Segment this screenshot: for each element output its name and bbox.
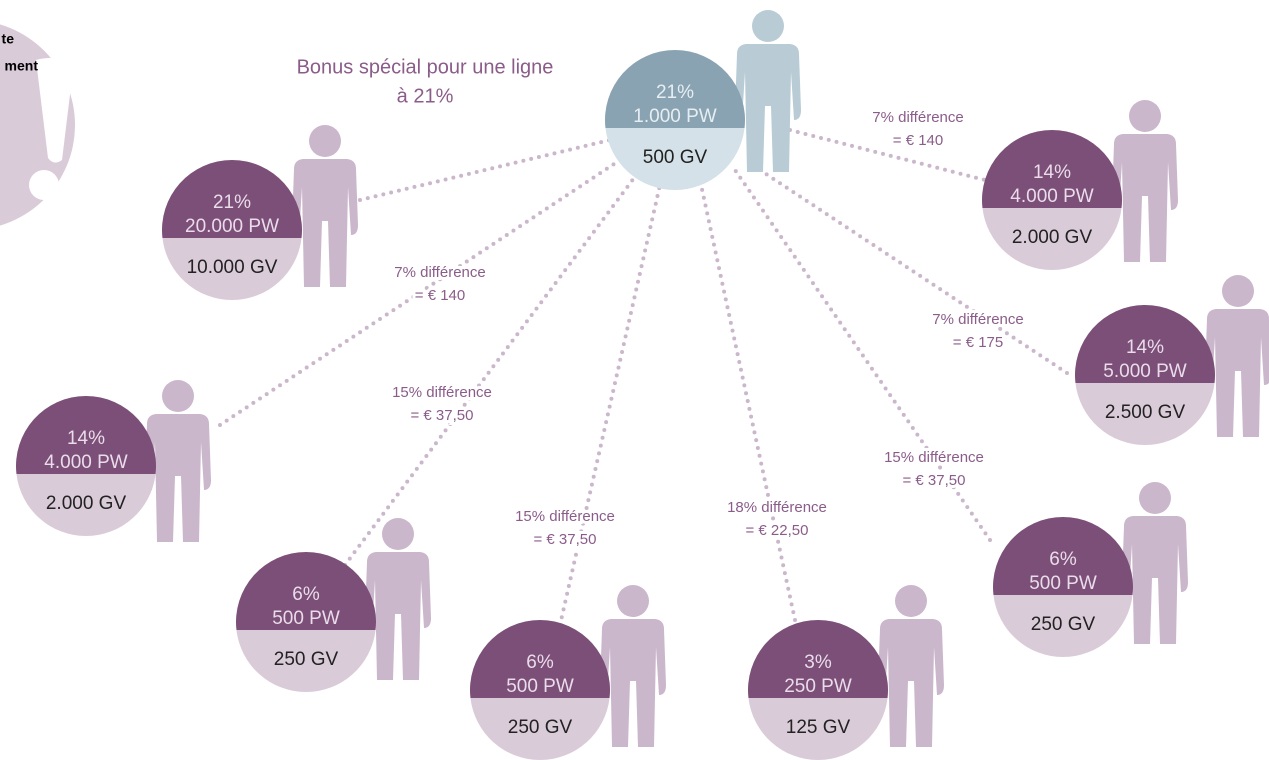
circle-bottom: [982, 208, 1122, 271]
circle-top: [162, 159, 302, 238]
node-gv: 2.000 GV: [1012, 227, 1093, 248]
edge: [558, 183, 662, 627]
person-body: [735, 44, 801, 172]
edge-label: 7% différence: [394, 264, 485, 281]
person-head: [1129, 100, 1161, 132]
node-percent: 6%: [292, 584, 320, 605]
circle-top: [469, 620, 610, 698]
edge-label: 18% différence: [727, 499, 827, 516]
node-percent: 21%: [213, 192, 251, 213]
person-head: [617, 585, 649, 617]
edge-label: = € 140: [415, 287, 465, 304]
person-body: [145, 414, 211, 542]
circle-top: [993, 517, 1134, 595]
circle-top: [1075, 305, 1215, 383]
circle-bottom: [236, 630, 376, 692]
node-gv: 250 GV: [274, 649, 339, 670]
node-gv: 250 GV: [508, 717, 573, 738]
edge-label: = € 140: [893, 132, 943, 149]
person-body: [365, 552, 431, 680]
notice-text: ment: [5, 58, 39, 74]
person-body: [1122, 516, 1188, 644]
circle-top: [605, 50, 745, 128]
circle-top: [16, 396, 156, 474]
edge-label: 7% différence: [872, 109, 963, 126]
person-head: [309, 125, 341, 157]
edge-label: 15% différence: [392, 384, 492, 401]
edge: [358, 138, 612, 202]
person-body: [878, 619, 944, 747]
circle-top: [982, 130, 1122, 208]
node-pw: 4.000 PW: [1010, 186, 1093, 207]
circle-bottom: [993, 595, 1133, 658]
edge-label: 15% différence: [884, 449, 984, 466]
title: Bonus spécial pour une ligne: [297, 56, 554, 78]
edge: [218, 158, 622, 427]
person-head: [895, 585, 927, 617]
circle-bottom: [470, 698, 610, 760]
node-pw: 4.000 PW: [44, 452, 127, 473]
person-head: [162, 380, 194, 412]
circle-top: [748, 620, 888, 698]
node-gv: 2.500 GV: [1105, 402, 1186, 423]
circle-top: [235, 551, 377, 630]
circle-bottom: [748, 698, 888, 760]
person-body: [1205, 309, 1269, 437]
title: à 21%: [397, 85, 454, 107]
node-gv: 125 GV: [786, 717, 851, 738]
node-percent: 6%: [1049, 549, 1077, 570]
node-percent: 14%: [1126, 337, 1164, 358]
circle-bottom: [162, 238, 302, 300]
node-percent: 6%: [526, 652, 554, 673]
node-gv: 10.000 GV: [187, 257, 278, 278]
node-pw: 500 PW: [1029, 573, 1097, 594]
edge: [698, 178, 797, 622]
edge: [733, 168, 992, 542]
node-gv: 500 GV: [643, 147, 708, 168]
exclamation-bar: [36, 57, 74, 163]
person-head: [1222, 275, 1254, 307]
edge-label: 7% différence: [932, 311, 1023, 328]
notice-text: te: [2, 31, 15, 47]
circle-bottom: [16, 474, 156, 536]
person-body: [292, 159, 358, 287]
circle-bottom: [1075, 383, 1215, 446]
node-gv: 250 GV: [1031, 614, 1096, 635]
edge: [758, 168, 1072, 377]
person-body: [600, 619, 666, 747]
node-pw: 5.000 PW: [1103, 361, 1186, 382]
node-percent: 21%: [656, 82, 694, 103]
node-pw: 20.000 PW: [185, 216, 279, 237]
circle-bottom: [605, 128, 745, 191]
node-pw: 500 PW: [506, 676, 574, 697]
person-body: [1112, 134, 1178, 262]
edge-label: = € 22,50: [746, 522, 809, 539]
person-head: [1139, 482, 1171, 514]
node-gv: 2.000 GV: [46, 493, 127, 514]
node-pw: 250 PW: [784, 676, 852, 697]
edge: [788, 128, 987, 182]
node-percent: 14%: [1033, 162, 1071, 183]
node-pw: 500 PW: [272, 608, 340, 629]
edge: [343, 168, 642, 567]
node-pw: 1.000 PW: [633, 106, 716, 127]
edge-label: 15% différence: [515, 508, 615, 525]
node-percent: 3%: [804, 652, 832, 673]
person-head: [752, 10, 784, 42]
node-percent: 14%: [67, 428, 105, 449]
edge-label: = € 37,50: [534, 531, 597, 548]
exclamation-dot: [29, 170, 59, 200]
person-head: [382, 518, 414, 550]
edge-label: = € 175: [953, 334, 1003, 351]
edge-label: = € 37,50: [903, 472, 966, 489]
edge-label: = € 37,50: [411, 407, 474, 424]
